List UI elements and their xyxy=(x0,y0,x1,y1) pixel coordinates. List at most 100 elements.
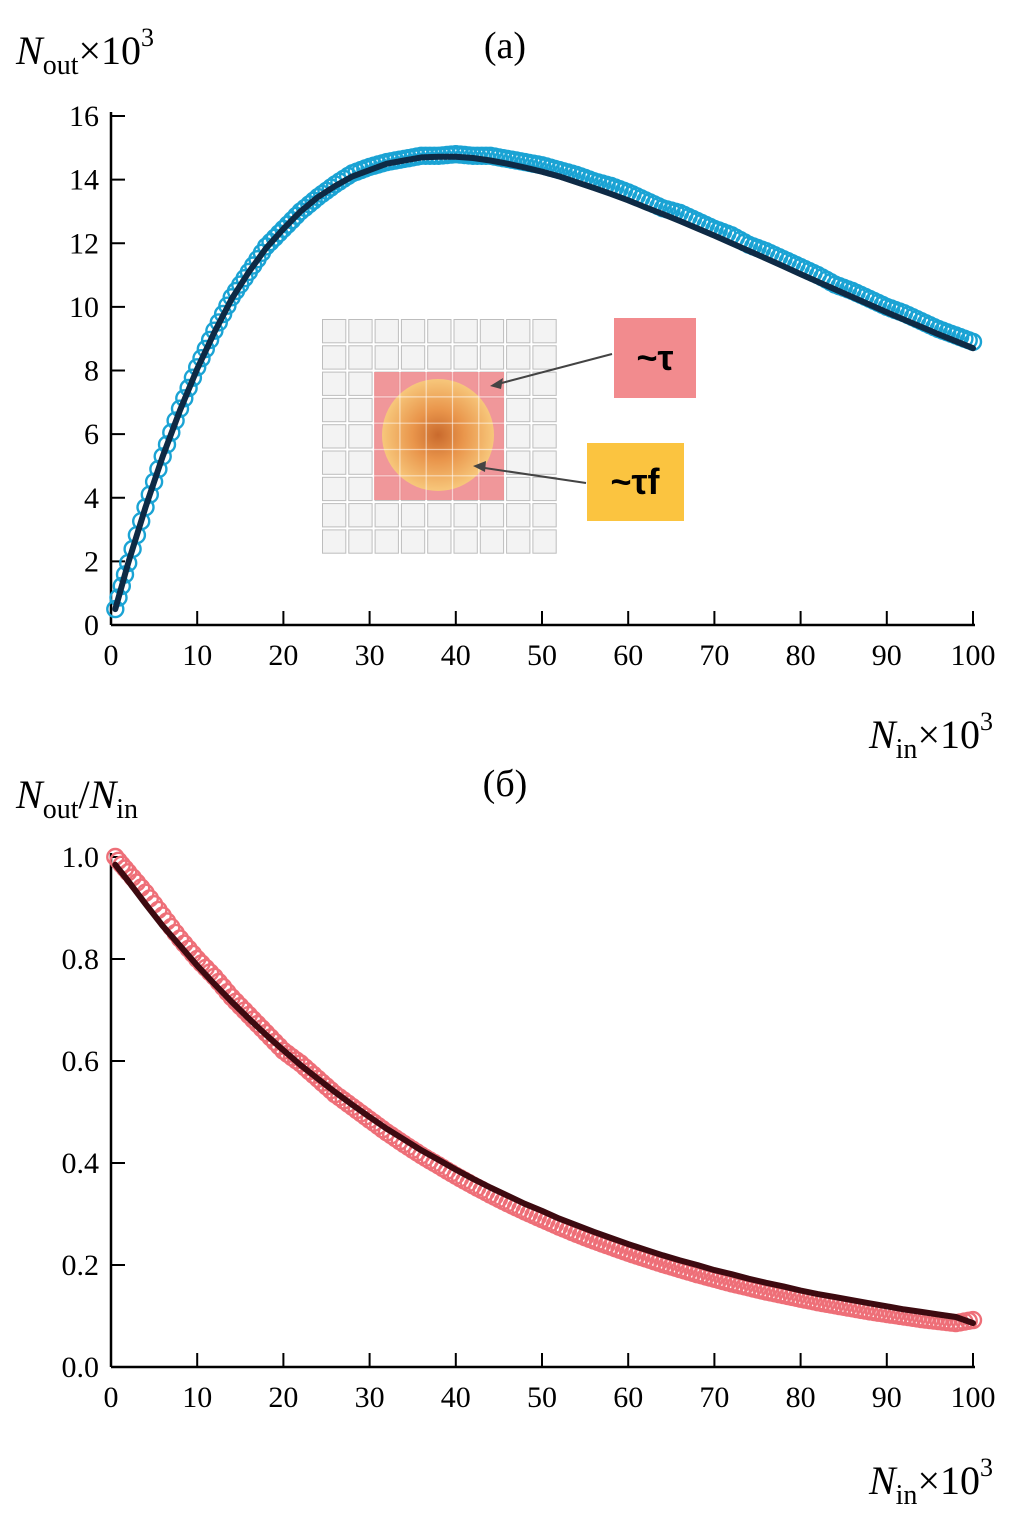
tau-arrow-head xyxy=(490,378,503,389)
inset-pixel-cell xyxy=(506,529,531,554)
y-tick-label: 4 xyxy=(84,482,99,515)
inset-pixel-cell xyxy=(374,345,399,370)
panel-b-ticks: 0 10 20 30 40 50 60 70 80 90 100 0.0 0.2 0.4 0.6 0.8 1.0 xyxy=(62,841,996,1414)
inset-pixel-cell xyxy=(479,529,505,554)
inset-pixel-cell xyxy=(453,319,478,344)
y-tick-label: 0.8 xyxy=(62,943,100,976)
tau-badge-label: ~τ xyxy=(636,337,673,378)
y-tick-label: 1.0 xyxy=(62,841,100,874)
panel-b-axes xyxy=(109,853,975,1369)
panel-a-y-axis-title: Nout×103 xyxy=(15,23,154,81)
inset-pixel-cell xyxy=(506,397,531,423)
inset-pixel-cell xyxy=(322,397,347,423)
panel-b-y-axis-title: Nout/Nin xyxy=(15,772,138,825)
x-tick-label: 90 xyxy=(872,1381,902,1414)
inset-pixel-cell xyxy=(506,476,531,502)
tau-f-badge-label: ~τf xyxy=(610,461,660,502)
panel-a-x-axis-title: Nin×103 xyxy=(868,707,993,765)
inset-pixel-cell xyxy=(400,503,426,528)
inset-pixel-cell xyxy=(348,476,373,502)
x-tick-label: 30 xyxy=(355,639,385,672)
inset-pixel-cell xyxy=(532,476,557,502)
inset-pixel-cell xyxy=(479,345,505,370)
inset-pixel-cell xyxy=(322,371,347,396)
x-tick-label: 100 xyxy=(951,1381,996,1414)
x-tick-label: 20 xyxy=(268,1381,298,1414)
inset-pixel-cell xyxy=(348,345,373,370)
inset-pixel-cell xyxy=(348,503,373,528)
tau-f-arrow xyxy=(477,466,587,484)
inset-pixel-cell xyxy=(532,371,557,396)
inset-pixel-cell xyxy=(506,503,531,528)
y-tick-label: 0.0 xyxy=(62,1351,100,1384)
inset-pixel-cell xyxy=(532,345,557,370)
inset-pixel-cell xyxy=(400,345,426,370)
x-tick-label: 60 xyxy=(613,639,643,672)
tau-arrow xyxy=(493,353,613,386)
inset-grid-overlay xyxy=(320,317,559,556)
panel-b-title: (б) xyxy=(483,763,528,805)
inset-pixel-cell xyxy=(506,345,531,370)
inset-beam-spot xyxy=(382,379,494,491)
inset-pixel-cell xyxy=(374,319,399,344)
inset-pixel-cell xyxy=(400,529,426,554)
x-tick-label: 40 xyxy=(441,1381,471,1414)
inset-pixel-cell xyxy=(453,503,478,528)
y-tick-label: 2 xyxy=(84,545,99,578)
inset-pixel-cell xyxy=(348,397,373,423)
y-tick-label: 10 xyxy=(69,291,99,324)
inset-pixel-cell xyxy=(506,450,531,475)
inset-pixel-cell xyxy=(322,424,347,449)
x-tick-label: 40 xyxy=(441,639,471,672)
inset-pixel-cell xyxy=(427,345,452,370)
x-tick-label: 60 xyxy=(613,1381,643,1414)
x-tick-label: 0 xyxy=(104,639,119,672)
inset-pixel-cell xyxy=(453,345,478,370)
x-tick-label: 10 xyxy=(182,1381,212,1414)
inset-pixel-cell xyxy=(348,424,373,449)
x-tick-label: 20 xyxy=(268,639,298,672)
inset-pixel-cell xyxy=(427,529,452,554)
inset-pixel-cell xyxy=(374,529,399,554)
panel-a-series xyxy=(106,144,983,619)
x-tick-label: 50 xyxy=(527,639,557,672)
inset-pixel-cell xyxy=(427,319,452,344)
inset-pixel-cell xyxy=(374,503,399,528)
x-tick-label: 70 xyxy=(699,1381,729,1414)
inset-pixel-cell xyxy=(322,319,347,344)
inset-pixel-cell xyxy=(348,450,373,475)
theory-curve xyxy=(112,153,976,613)
inset-pixel-cell xyxy=(532,319,557,344)
y-tick-label: 12 xyxy=(69,227,99,260)
inset-pixel-cell xyxy=(532,397,557,423)
y-tick-label: 6 xyxy=(84,418,99,451)
x-tick-label: 70 xyxy=(699,639,729,672)
x-tick-label: 50 xyxy=(527,1381,557,1414)
inset-pixel-cell xyxy=(453,529,478,554)
tau-badge xyxy=(614,318,696,398)
inset-grid-diagram: ~τ ~τf xyxy=(320,317,696,556)
panel-a-title: (a) xyxy=(484,25,526,67)
inset-pixel-cell xyxy=(348,371,373,396)
y-tick-label: 16 xyxy=(69,100,99,133)
x-tick-label: 80 xyxy=(786,1381,816,1414)
panel-b-x-axis-title: Nin×103 xyxy=(868,1453,993,1511)
panel-a: (a) Nout×103 Nin×103 0 10 20 30 40 50 60 70 80 90… xyxy=(15,23,996,765)
y-tick-label: 0.6 xyxy=(62,1045,100,1078)
y-tick-label: 0.4 xyxy=(62,1147,100,1180)
inset-pixel-cell xyxy=(532,424,557,449)
inset-pixel-cell xyxy=(479,319,505,344)
inset-pixel-cell xyxy=(532,503,557,528)
inset-pixel-cell xyxy=(348,529,373,554)
inset-pixel-cell xyxy=(322,529,347,554)
x-tick-label: 90 xyxy=(872,639,902,672)
theory-curve xyxy=(112,861,976,1327)
y-tick-label: 0.2 xyxy=(62,1249,100,1282)
inset-pixel-cell xyxy=(322,476,347,502)
y-tick-label: 0 xyxy=(84,609,99,642)
inset-pixel-cell xyxy=(479,503,505,528)
inset-pixel-cell xyxy=(506,319,531,344)
inset-pixel-cell xyxy=(348,319,373,344)
panel-b-series xyxy=(106,847,983,1333)
